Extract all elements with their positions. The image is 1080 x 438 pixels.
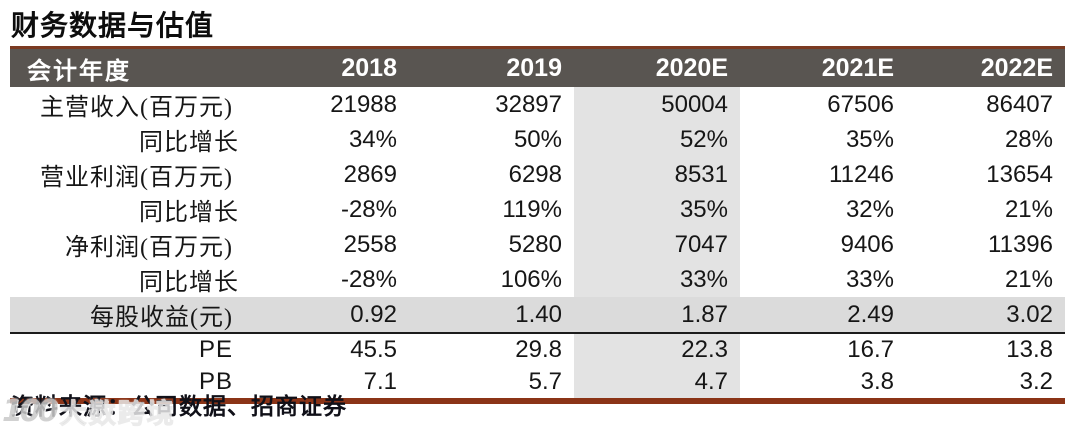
table-row-operating-profit-yoy: 同比增长 -28% 119% 35% 32% 21% [10,192,1065,227]
cell: 16.7 [847,336,894,363]
cell: -28% [340,195,397,223]
cell: 29.8 [515,336,562,363]
cell: 1.40 [409,297,574,334]
cell: 35% [574,192,740,227]
cell: 22.3 [574,333,740,366]
row-label: 每股收益(元) [10,297,245,334]
cell: 35% [845,125,894,153]
cell: 32% [845,195,894,223]
cell: 21988 [330,90,397,118]
cell: 2558 [343,230,397,258]
header-2021e: 2021E [740,46,906,87]
row-label: 同比增长 [139,130,239,156]
table-row-pe: PE 45.5 29.8 22.3 16.7 13.8 [10,333,1065,366]
cell: 7047 [574,227,740,262]
header-2018: 2018 [245,46,409,87]
row-label: PB [10,366,245,404]
cell: 28% [1004,125,1053,153]
cell: 52% [574,122,740,157]
header-fiscal-year: 会计年度 [10,46,245,87]
cell: 33% [574,262,740,297]
cell: 45.5 [350,336,397,363]
header-2022e: 2022E [906,46,1065,87]
cell: 0.92 [245,297,409,334]
table-row-revenue: 主营收入(百万元) 21988 32897 50004 67506 86407 [10,87,1065,122]
cell: 5.7 [409,366,574,404]
cell: 4.7 [574,366,740,404]
financial-table: 会计年度 2018 2019 2020E 2021E 2022E 主营收入(百万… [10,46,1065,404]
table-row-net-profit-yoy: 同比增长 -28% 106% 33% 33% 21% [10,262,1065,297]
row-label: 主营收入(百万元) [40,95,233,121]
cell: 21% [1004,195,1053,223]
cell: 9406 [840,230,894,258]
table-header-row: 会计年度 2018 2019 2020E 2021E 2022E [10,46,1065,87]
cell: 50004 [574,87,740,122]
cell: 6298 [508,160,562,188]
cell: 2869 [343,160,397,188]
cell: 106% [500,265,562,293]
cell: 34% [348,125,397,153]
cell: 3.2 [906,366,1065,404]
header-2019: 2019 [409,46,574,87]
table-row-eps: 每股收益(元) 0.92 1.40 1.87 2.49 3.02 [10,297,1065,334]
cell: 33% [845,265,894,293]
page-title: 财务数据与估值 [11,11,215,42]
header-2020e: 2020E [574,46,740,87]
cell: -28% [340,265,397,293]
source-note: 资料来源：公司数据、招商证券 [11,394,347,419]
row-label: 同比增长 [139,270,239,296]
cell: 13.8 [1006,336,1053,363]
cell: 3.02 [906,297,1065,334]
cell: 1.87 [574,297,740,334]
cell: 50% [513,125,562,153]
table-row-operating-profit: 营业利润(百万元) 2869 6298 8531 11246 13654 [10,157,1065,192]
cell: 21% [1004,265,1053,293]
row-label: PE [198,336,233,363]
table-row-pb: PB 7.1 5.7 4.7 3.8 3.2 [10,366,1065,404]
row-label: 净利润(百万元) [65,235,233,261]
cell: 5280 [508,230,562,258]
cell: 3.8 [740,366,906,404]
table-row-revenue-yoy: 同比增长 34% 50% 52% 35% 28% [10,122,1065,157]
cell: 13654 [986,160,1053,188]
cell: 2.49 [740,297,906,334]
cell: 67506 [827,90,894,118]
cell: 119% [502,195,562,223]
cell: 11396 [988,230,1053,258]
cell: 11246 [829,160,894,188]
row-label: 同比增长 [139,200,239,226]
cell: 8531 [574,157,740,192]
cell: 86407 [986,90,1053,118]
cell: 7.1 [245,366,409,404]
row-label: 营业利润(百万元) [40,165,233,191]
table-row-net-profit: 净利润(百万元) 2558 5280 7047 9406 11396 [10,227,1065,262]
cell: 32897 [495,90,562,118]
